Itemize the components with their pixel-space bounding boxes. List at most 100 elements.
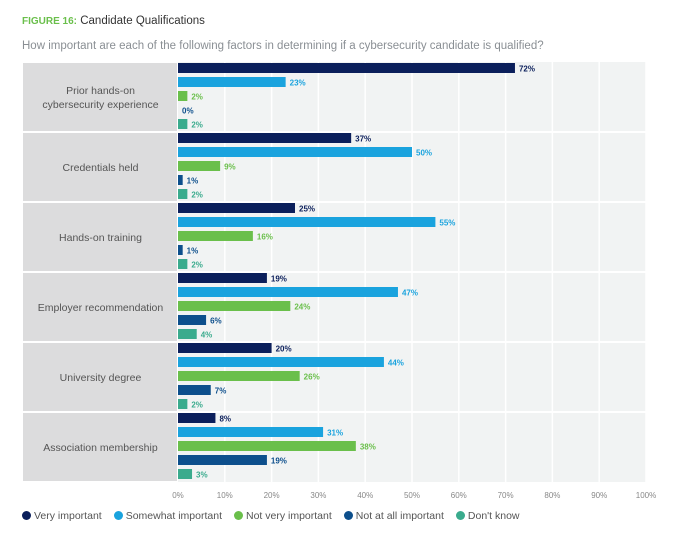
data-label: 50%: [416, 149, 432, 158]
title: Candidate Qualifications: [80, 15, 205, 27]
bar: [178, 413, 216, 423]
bar: [178, 399, 188, 409]
legend-dot-icon: [343, 511, 353, 520]
x-tick-label: 70%: [498, 491, 514, 500]
data-label: 31%: [327, 429, 343, 438]
legend-dot-icon: [234, 511, 243, 520]
legend-item: Don't know: [455, 510, 520, 522]
data-label: 47%: [402, 289, 418, 298]
category-label: Prior hands-on: [66, 85, 135, 97]
data-label: 8%: [219, 415, 231, 424]
data-label: 2%: [191, 261, 203, 270]
data-label: 3%: [196, 471, 208, 480]
subtitle: How important are each of the following …: [22, 40, 544, 52]
bar: [178, 329, 197, 339]
bar: [178, 217, 436, 227]
x-tick-label: 0%: [172, 491, 184, 500]
legend-dot-icon: [113, 511, 123, 520]
bar: [178, 245, 183, 255]
bar: [178, 427, 324, 437]
figure-title: FIGURE 16: Candidate Qualifications: [22, 15, 205, 27]
x-tick-label: 20%: [264, 491, 280, 500]
bar: [178, 203, 295, 213]
category-label: Credentials held: [63, 162, 139, 174]
bar: [178, 357, 384, 367]
data-label: 2%: [191, 93, 203, 102]
data-label: 2%: [191, 401, 203, 410]
data-label: 19%: [271, 457, 287, 466]
data-label: 9%: [224, 163, 236, 172]
data-label: 24%: [294, 303, 310, 312]
x-tick-label: 10%: [217, 491, 233, 500]
data-label: 2%: [191, 121, 203, 130]
data-label: 26%: [304, 373, 320, 382]
x-tick-label: 60%: [451, 491, 467, 500]
data-label: 2%: [191, 191, 203, 200]
category-label: Hands-on training: [59, 232, 142, 244]
data-label: 38%: [360, 443, 376, 452]
bar: [178, 273, 267, 283]
data-label: 19%: [271, 275, 287, 284]
data-label: 6%: [210, 317, 222, 326]
legend-item: Not very important: [234, 510, 332, 522]
bar: [178, 161, 221, 171]
x-tick-label: 100%: [636, 491, 656, 500]
legend-label: Don't know: [467, 510, 520, 522]
legend-dot-icon: [22, 511, 31, 520]
data-label: 7%: [215, 387, 227, 396]
bar: [178, 441, 356, 451]
bar: [178, 259, 188, 269]
bar: [178, 343, 272, 353]
bar: [178, 469, 193, 479]
bar: [178, 63, 515, 73]
category-label: Association membership: [43, 442, 158, 454]
category-label: Employer recommendation: [38, 302, 164, 314]
legend-item: Somewhat important: [113, 510, 222, 522]
legend-label: Not very important: [246, 510, 332, 522]
category-cell: [23, 203, 177, 271]
category-cell: [23, 273, 177, 341]
category-cell: [23, 133, 177, 201]
data-label: 23%: [290, 79, 306, 88]
legend-dot-icon: [455, 511, 465, 520]
data-label: 37%: [355, 135, 371, 144]
bar: [178, 287, 398, 297]
category-cell: [23, 343, 177, 411]
bar: [178, 133, 352, 143]
legend-item: Not at all important: [343, 510, 444, 522]
data-label: 44%: [388, 359, 404, 368]
legend-item: Very important: [22, 510, 102, 522]
x-tick-label: 80%: [544, 491, 560, 500]
bar: [178, 371, 300, 381]
legend-label: Somewhat important: [125, 510, 222, 522]
category-label: cybersecurity experience: [42, 99, 158, 111]
bar: [178, 385, 211, 395]
category-cell: [23, 413, 177, 481]
bar: [178, 91, 188, 101]
bar: [178, 301, 291, 311]
data-label: 72%: [519, 65, 535, 74]
figure-label: FIGURE 16:: [22, 16, 78, 27]
category-cell: [23, 63, 177, 131]
bar: [178, 189, 188, 199]
x-tick-label: 30%: [310, 491, 326, 500]
category-label: University degree: [60, 372, 142, 384]
legend-label: Very important: [34, 510, 102, 522]
bar: [178, 119, 188, 129]
data-label: 25%: [299, 205, 315, 214]
bar: [178, 315, 207, 325]
bar: [178, 455, 267, 465]
bar: [178, 175, 183, 185]
legend-label: Not at all important: [355, 510, 444, 522]
legend: Very important Somewhat important Not very…: [22, 510, 520, 522]
x-tick-label: 90%: [591, 491, 607, 500]
data-label: 55%: [439, 219, 455, 228]
x-tick-label: 40%: [357, 491, 373, 500]
bar: [178, 77, 286, 87]
x-tick-label: 50%: [404, 491, 420, 500]
bar: [178, 231, 253, 241]
bar: [178, 147, 412, 157]
data-label: 1%: [187, 247, 199, 256]
